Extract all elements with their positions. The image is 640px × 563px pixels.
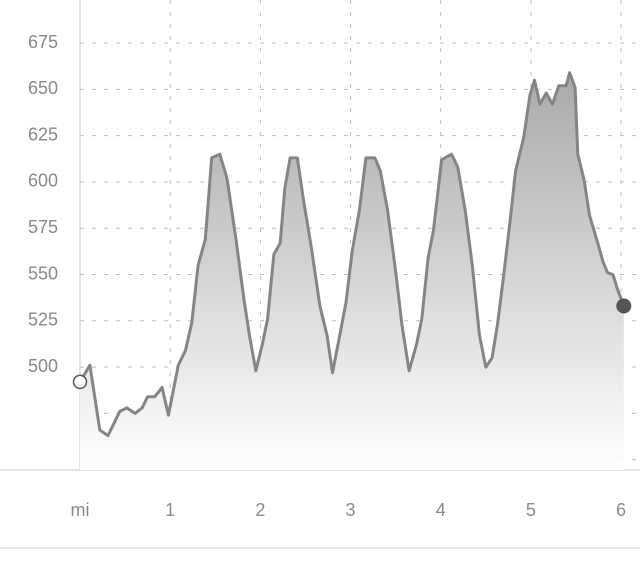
x-tick-label: 5 xyxy=(526,500,536,520)
x-tick-label: 6 xyxy=(616,500,626,520)
y-tick-label: 500 xyxy=(28,356,58,376)
x-tick-label: mi xyxy=(71,500,90,520)
x-tick-label: 1 xyxy=(165,500,175,520)
y-tick-label: 525 xyxy=(28,310,58,330)
y-tick-label: 675 xyxy=(28,32,58,52)
y-tick-label: 650 xyxy=(28,78,58,98)
end-marker xyxy=(616,298,632,314)
x-tick-label: 2 xyxy=(255,500,265,520)
start-marker xyxy=(72,374,88,390)
y-tick-label: 600 xyxy=(28,171,58,191)
y-tick-label: 625 xyxy=(28,124,58,144)
area-fill xyxy=(80,72,624,470)
y-tick-label: 575 xyxy=(28,217,58,237)
y-tick-label: 550 xyxy=(28,263,58,283)
elevation-line xyxy=(78,71,626,438)
x-tick-label: 4 xyxy=(436,500,446,520)
x-tick-label: 3 xyxy=(346,500,356,520)
